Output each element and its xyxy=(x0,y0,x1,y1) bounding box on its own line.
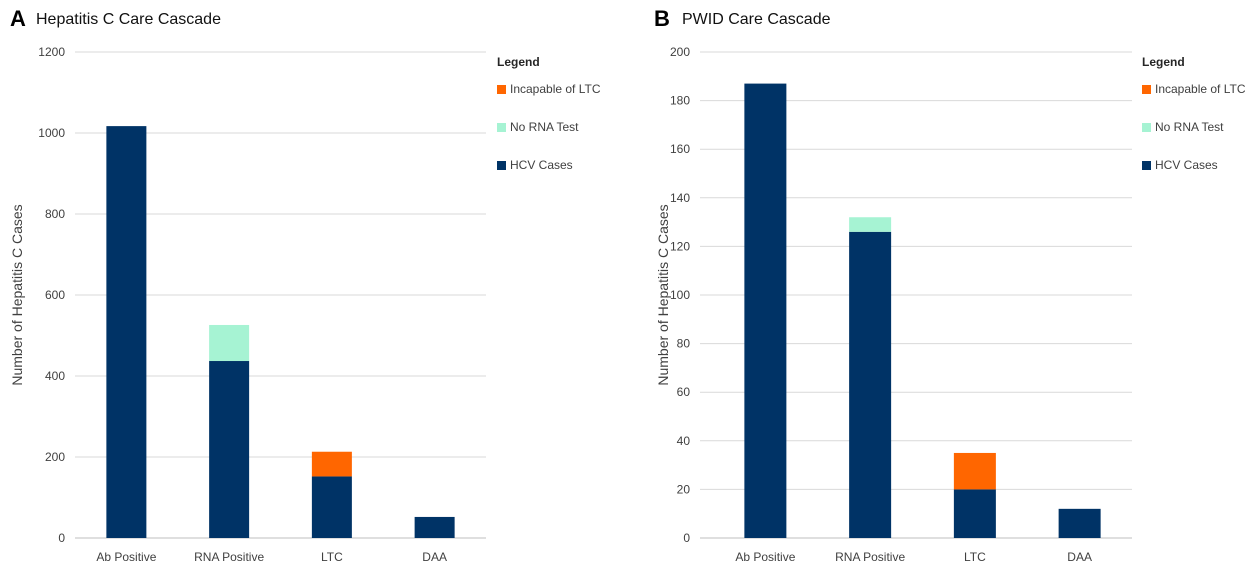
bar-hcv-cases xyxy=(1058,508,1101,538)
x-tick-label: RNA Positive xyxy=(194,550,264,564)
legend-label: HCV Cases xyxy=(510,158,573,172)
y-tick-label: 0 xyxy=(683,531,690,545)
y-tick-label: 20 xyxy=(677,482,691,496)
y-tick-label: 40 xyxy=(677,434,691,448)
legend-swatch xyxy=(497,161,506,170)
y-tick-label: 800 xyxy=(45,207,65,221)
bar-hcv-cases xyxy=(849,231,892,538)
x-tick-label: Ab Positive xyxy=(96,550,156,564)
legend-label: No RNA Test xyxy=(1155,120,1224,134)
y-tick-label: 1000 xyxy=(38,126,65,140)
chart-panel-a: A Hepatitis C Care Cascade 0 200 400 600 800… xyxy=(9,6,601,564)
bar-hcv-cases xyxy=(953,489,996,538)
panel-letter: A xyxy=(10,6,26,31)
legend-label: HCV Cases xyxy=(1155,158,1218,172)
y-tick-label: 180 xyxy=(670,94,690,108)
y-tick-label: 160 xyxy=(670,142,690,156)
chart-plot: 0 20 40 60 80 100 120 140 160 180 200 Number of Hep… xyxy=(655,45,1246,564)
y-tick-label: 0 xyxy=(58,531,65,545)
x-tick-label: LTC xyxy=(964,550,986,564)
y-tick-label: 100 xyxy=(670,288,690,302)
y-axis-label: Number of Hepatitis C Cases xyxy=(655,204,671,385)
bar-hcv-cases xyxy=(414,516,455,538)
y-tick-label: 80 xyxy=(677,337,691,351)
bar-hcv-cases xyxy=(106,126,147,539)
legend-label: Incapable of LTC xyxy=(510,82,601,96)
y-axis-label: Number of Hepatitis C Cases xyxy=(9,204,25,385)
x-tick-label: DAA xyxy=(422,550,447,564)
chart-plot: 0 200 400 600 800 1000 1200 Number of Hepatitis… xyxy=(9,45,601,564)
y-tick-label: 1200 xyxy=(38,45,65,59)
legend-swatch xyxy=(497,123,506,132)
panel-letter: B xyxy=(654,6,670,31)
y-tick-label: 400 xyxy=(45,369,65,383)
y-tick-label: 140 xyxy=(670,191,690,205)
legend-swatch xyxy=(1142,161,1151,170)
legend-label: No RNA Test xyxy=(510,120,579,134)
legend-swatch xyxy=(1142,123,1151,132)
y-tick-label: 200 xyxy=(670,45,690,59)
legend-label: Incapable of LTC xyxy=(1155,82,1246,96)
bar-hcv-cases xyxy=(744,83,787,538)
legend-swatch xyxy=(497,85,506,94)
x-tick-label: DAA xyxy=(1067,550,1092,564)
y-tick-label: 120 xyxy=(670,239,690,253)
bar-no-rna-test xyxy=(849,217,892,232)
y-tick-label: 60 xyxy=(677,385,691,399)
bar-no-rna-test xyxy=(209,324,250,362)
bar-incapable-of-ltc xyxy=(311,451,352,477)
bar-hcv-cases xyxy=(209,361,250,538)
legend-title: Legend xyxy=(497,55,540,69)
x-tick-label: RNA Positive xyxy=(835,550,905,564)
x-tick-label: LTC xyxy=(321,550,343,564)
y-tick-label: 200 xyxy=(45,450,65,464)
legend-title: Legend xyxy=(1142,55,1185,69)
chart-title: Hepatitis C Care Cascade xyxy=(36,11,221,28)
chart-title: PWID Care Cascade xyxy=(682,11,831,28)
bar-hcv-cases xyxy=(311,476,352,538)
y-tick-label: 600 xyxy=(45,288,65,302)
bar-incapable-of-ltc xyxy=(953,452,996,490)
chart-panel-b: B PWID Care Cascade 0 20 40 60 80 100 120 140 16… xyxy=(640,0,1252,566)
x-tick-label: Ab Positive xyxy=(735,550,795,564)
legend-swatch xyxy=(1142,85,1151,94)
